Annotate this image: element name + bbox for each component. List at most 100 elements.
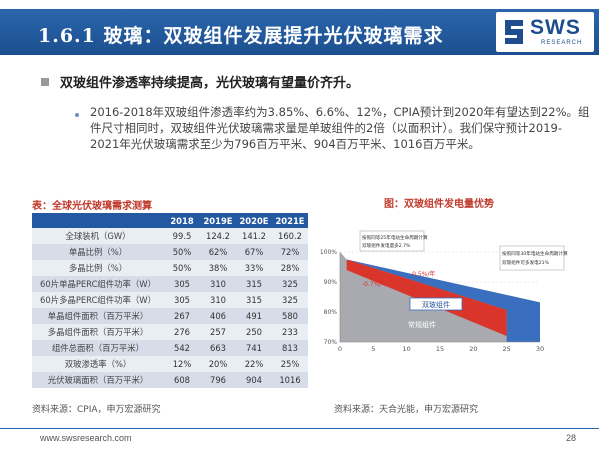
table-cell: 310 — [200, 292, 236, 308]
table-cell: 20% — [200, 356, 236, 372]
sws-logo-icon — [505, 20, 523, 44]
table-row: 单晶组件面积（百万平米） 267 406 491 580 — [32, 308, 308, 324]
table-cell: 99.5 — [164, 228, 200, 244]
callout-30yr-line1: 按照同等30年电站生命周期计算 — [502, 250, 568, 257]
table-row-label: 光伏玻璃面积（百万平米） — [32, 372, 164, 388]
table-row-label: 单晶组件面积（百万平米） — [32, 308, 164, 324]
table-cell: 72% — [272, 244, 308, 260]
body-paragraph: 2016-2018年双玻组件渗透率约为3.85%、6.6%、12%，CPIA预计… — [90, 105, 590, 151]
table-cell: 28% — [272, 260, 308, 276]
table-row-label: 60片多晶PERC组件功率（W） — [32, 292, 164, 308]
table-row-label: 多晶比例（%） — [32, 260, 164, 276]
table-cell: 491 — [236, 308, 272, 324]
demand-table: 2018 2019E 2020E 2021E 全球装机（GW） 99.5 124.2… — [32, 213, 308, 388]
x-tick-label: 0 — [338, 345, 342, 353]
table-cell: 257 — [200, 324, 236, 340]
x-tick-label: 30 — [536, 345, 544, 353]
table-cell: 250 — [236, 324, 272, 340]
bullet-square-icon — [41, 78, 49, 86]
table-cell: 22% — [236, 356, 272, 372]
annotation-rate-05: -0.5%/年 — [410, 270, 435, 278]
bullet-dot-icon — [75, 113, 79, 117]
table-row: 多晶比例（%） 50% 38% 33% 28% — [32, 260, 308, 276]
table-row: 60片多晶PERC组件功率（W） 305 310 315 325 — [32, 292, 308, 308]
callout-25yr-line2: 双玻组件发电量多2.7% — [362, 242, 411, 249]
legend-box-bifacial — [409, 297, 463, 311]
callout-30yr — [499, 245, 565, 271]
table-row-label: 60片单晶PERC组件功率（W） — [32, 276, 164, 292]
table-cell: 33% — [236, 260, 272, 276]
table-cell: 813 — [272, 340, 308, 356]
table-cell: 67% — [236, 244, 272, 260]
table-cell: 663 — [200, 340, 236, 356]
table-cell: 741 — [236, 340, 272, 356]
table-header-cell: 2019E — [200, 213, 236, 228]
table-row: 光伏玻璃面积（百万平米） 608 796 904 1016 — [32, 372, 308, 388]
table-row: 组件总面积（百万平米） 542 663 741 813 — [32, 340, 308, 356]
x-tick-label: 15 — [436, 345, 444, 353]
table-cell: 50% — [164, 244, 200, 260]
legend-label-conventional: 常规组件 — [408, 320, 436, 329]
table-cell: 904 — [236, 372, 272, 388]
table-cell: 25% — [272, 356, 308, 372]
chart-caption: 图：双玻组件发电量优势 — [384, 199, 494, 210]
table-row: 单晶比例（%） 50% 62% 67% 72% — [32, 244, 308, 260]
callout-30yr-line2: 双玻组件可多发电21% — [502, 259, 550, 266]
table-row: 全球装机（GW） 99.5 124.2 141.2 160.2 — [32, 228, 308, 244]
power-generation-chart: 100% 90% 80% 70% 0 5 10 15 20 25 30 -0.7%/年 -0.5%… — [310, 212, 568, 397]
table-cell: 124.2 — [200, 228, 236, 244]
table-row-label: 双玻渗透率（%） — [32, 356, 164, 372]
table-header-row: 2018 2019E 2020E 2021E — [32, 213, 308, 228]
table-row-label: 多晶组件面积（百万平米） — [32, 324, 164, 340]
x-tick-label: 5 — [371, 345, 375, 353]
table-cell: 12% — [164, 356, 200, 372]
table-cell: 62% — [200, 244, 236, 260]
table-cell: 325 — [272, 292, 308, 308]
slide-title: 1.6.1 玻璃：双玻组件发展提升光伏玻璃需求 — [38, 25, 444, 47]
table-cell: 305 — [164, 292, 200, 308]
table-header-cell — [32, 213, 164, 228]
table-cell: 276 — [164, 324, 200, 340]
table-cell: 315 — [236, 292, 272, 308]
table-cell: 160.2 — [272, 228, 308, 244]
table-cell: 315 — [236, 276, 272, 292]
chart-source: 资料来源：天合光能，申万宏源研究 — [334, 405, 479, 415]
logo-subtext: RESEARCH — [541, 40, 583, 46]
footer-divider — [0, 428, 599, 429]
legend-label-bifacial: 双玻组件 — [422, 300, 450, 309]
table-row: 60片单晶PERC组件功率（W） 305 310 315 325 — [32, 276, 308, 292]
x-tick-label: 20 — [469, 345, 477, 353]
table-row-label: 单晶比例（%） — [32, 244, 164, 260]
x-tick-label: 25 — [503, 345, 511, 353]
table-caption: 表：全球光伏玻璃需求测算 — [32, 201, 152, 212]
table-cell: 542 — [164, 340, 200, 356]
y-tick-label: 100% — [320, 249, 337, 256]
footer-url: www.swsresearch.com — [40, 433, 132, 443]
table-cell: 796 — [200, 372, 236, 388]
annotation-rate-07: -0.7%/年 — [362, 280, 387, 288]
table-cell: 305 — [164, 276, 200, 292]
table-cell: 141.2 — [236, 228, 272, 244]
callout-25yr-line1: 按照同等25年电站生命周期计算 — [362, 234, 428, 241]
table-cell: 1016 — [272, 372, 308, 388]
y-tick-label: 90% — [324, 279, 338, 286]
table-cell: 38% — [200, 260, 236, 276]
y-tick-label: 70% — [324, 339, 338, 346]
callout-25yr — [359, 230, 425, 252]
table-source: 资料来源：CPIA，申万宏源研究 — [32, 405, 161, 415]
series-area-bifacial — [346, 259, 540, 342]
table-cell: 267 — [164, 308, 200, 324]
y-tick-label: 80% — [324, 309, 338, 316]
table-cell: 233 — [272, 324, 308, 340]
logo-text: SWS — [530, 16, 581, 39]
table-header-cell: 2021E — [272, 213, 308, 228]
table-cell: 406 — [200, 308, 236, 324]
table-cell: 310 — [200, 276, 236, 292]
table-row-label: 组件总面积（百万平米） — [32, 340, 164, 356]
table-header-cell: 2020E — [236, 213, 272, 228]
table-row: 多晶组件面积（百万平米） 276 257 250 233 — [32, 324, 308, 340]
table-row: 双玻渗透率（%） 12% 20% 22% 25% — [32, 356, 308, 372]
table-cell: 580 — [272, 308, 308, 324]
x-tick-label: 10 — [403, 345, 411, 353]
page-number: 28 — [566, 433, 577, 443]
